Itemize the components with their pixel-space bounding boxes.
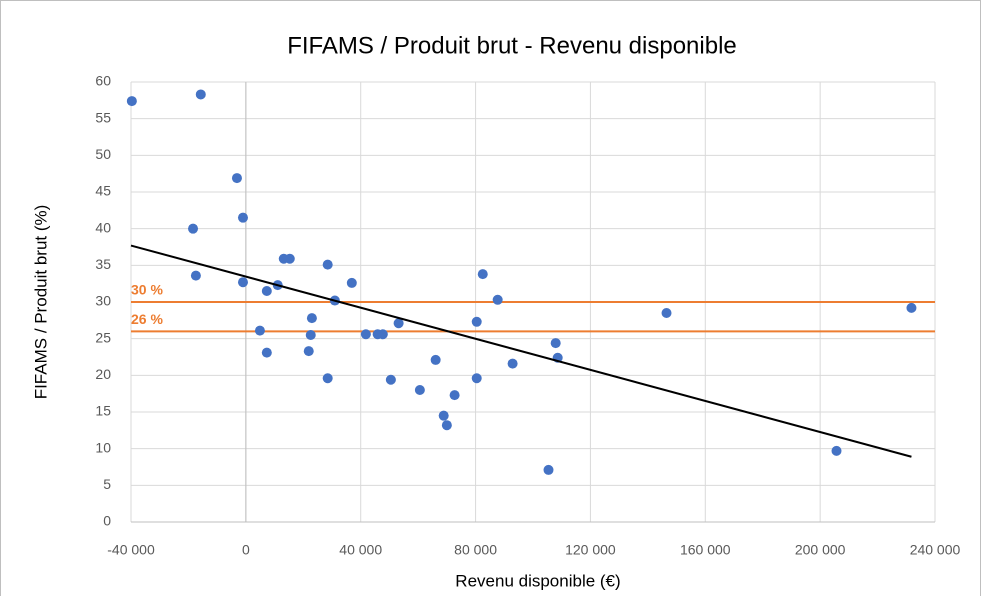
point [477,269,488,280]
y-axis-label: FIFAMS / Produit brut (%) [31,205,50,400]
point [231,173,242,184]
y-tick-label: 20 [95,366,111,382]
y-tick-label: 10 [95,439,111,455]
y-tick-label: 45 [95,183,111,199]
y-tick-label: 50 [95,146,111,162]
chart-title: FIFAMS / Produit brut - Revenu disponibl… [287,32,737,59]
point [393,318,404,329]
y-tick-label: 5 [103,476,111,492]
x-tick-label: -40 000 [107,542,155,558]
x-axis-label: Revenu disponible (€) [455,571,620,590]
point [543,464,554,475]
point [190,270,201,281]
point [550,338,561,349]
x-tick-label: 120 000 [565,542,616,558]
point [360,329,371,340]
y-tick-label: 55 [95,109,111,125]
point [661,308,672,318]
x-tick-label: 200 000 [795,542,846,558]
y-tick-label: 0 [103,513,111,529]
y-tick-label: 30 [95,293,111,309]
y-tick-label: 35 [95,256,111,272]
point [385,374,396,385]
point [346,277,357,288]
point [237,212,248,223]
point [305,330,316,340]
point [492,294,503,305]
y-tick-label: 40 [95,219,111,235]
point [322,259,333,270]
point [377,329,388,340]
x-tick-label: 0 [242,542,250,558]
point [438,410,449,421]
y-tick-label: 25 [95,329,111,345]
point [430,354,441,365]
x-tick-label: 160 000 [680,542,731,558]
point [507,358,518,369]
point [261,347,272,358]
point [284,253,295,264]
point [441,420,452,431]
point [414,385,425,395]
point [237,277,248,288]
x-tick-label: 80 000 [454,542,497,558]
x-tick-label: 240 000 [910,542,961,558]
point [449,390,460,401]
point [254,325,265,336]
point [306,313,317,324]
point [195,89,206,100]
trendline [130,244,912,458]
point [261,286,272,296]
point [303,346,314,357]
point [471,316,482,327]
point [322,373,333,384]
point [188,223,199,234]
point [831,445,842,456]
reference-label: 26 % [131,311,163,327]
point [126,96,137,107]
x-tick-label: 40 000 [339,542,382,558]
reference-label: 30 % [131,282,163,298]
y-tick-label: 15 [95,403,111,419]
y-tick-label: 60 [95,73,111,89]
point [906,302,917,313]
point [471,373,482,384]
